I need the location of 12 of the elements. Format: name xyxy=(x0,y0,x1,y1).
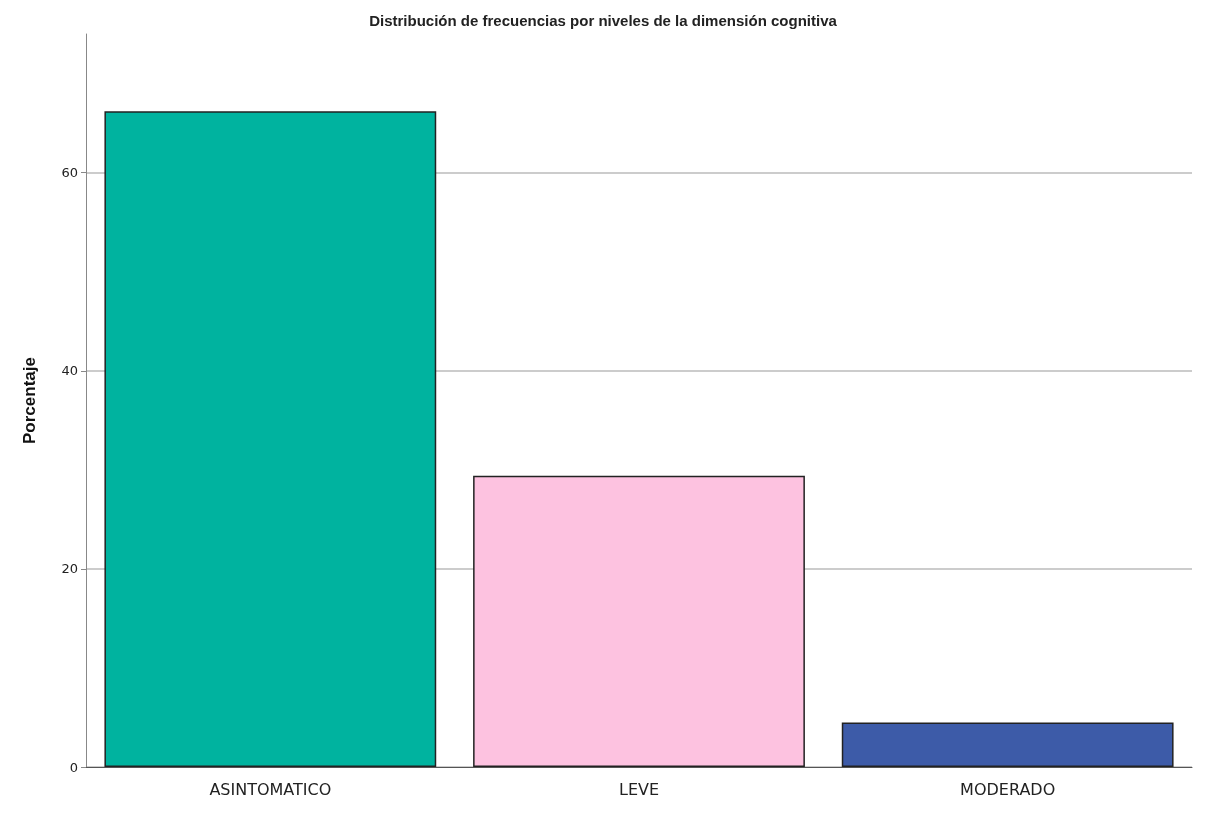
x-tick-label: MODERADO xyxy=(960,779,1056,799)
y-tick-label: 60 xyxy=(61,165,78,181)
x-tick-label: LEVE xyxy=(618,779,660,799)
y-tick-label: 20 xyxy=(61,561,78,577)
bar xyxy=(473,475,805,767)
y-tick-label: 40 xyxy=(61,363,78,379)
chart-title: Distribución de frecuencias por niveles de la dimensión cognitiva xyxy=(369,12,838,29)
y-tick-label: 0 xyxy=(69,759,78,775)
bar xyxy=(841,722,1174,767)
y-axis-title: Porcentaje xyxy=(20,357,39,444)
bar xyxy=(104,111,437,767)
x-tick-label: ASINTOMATICO xyxy=(209,779,332,799)
